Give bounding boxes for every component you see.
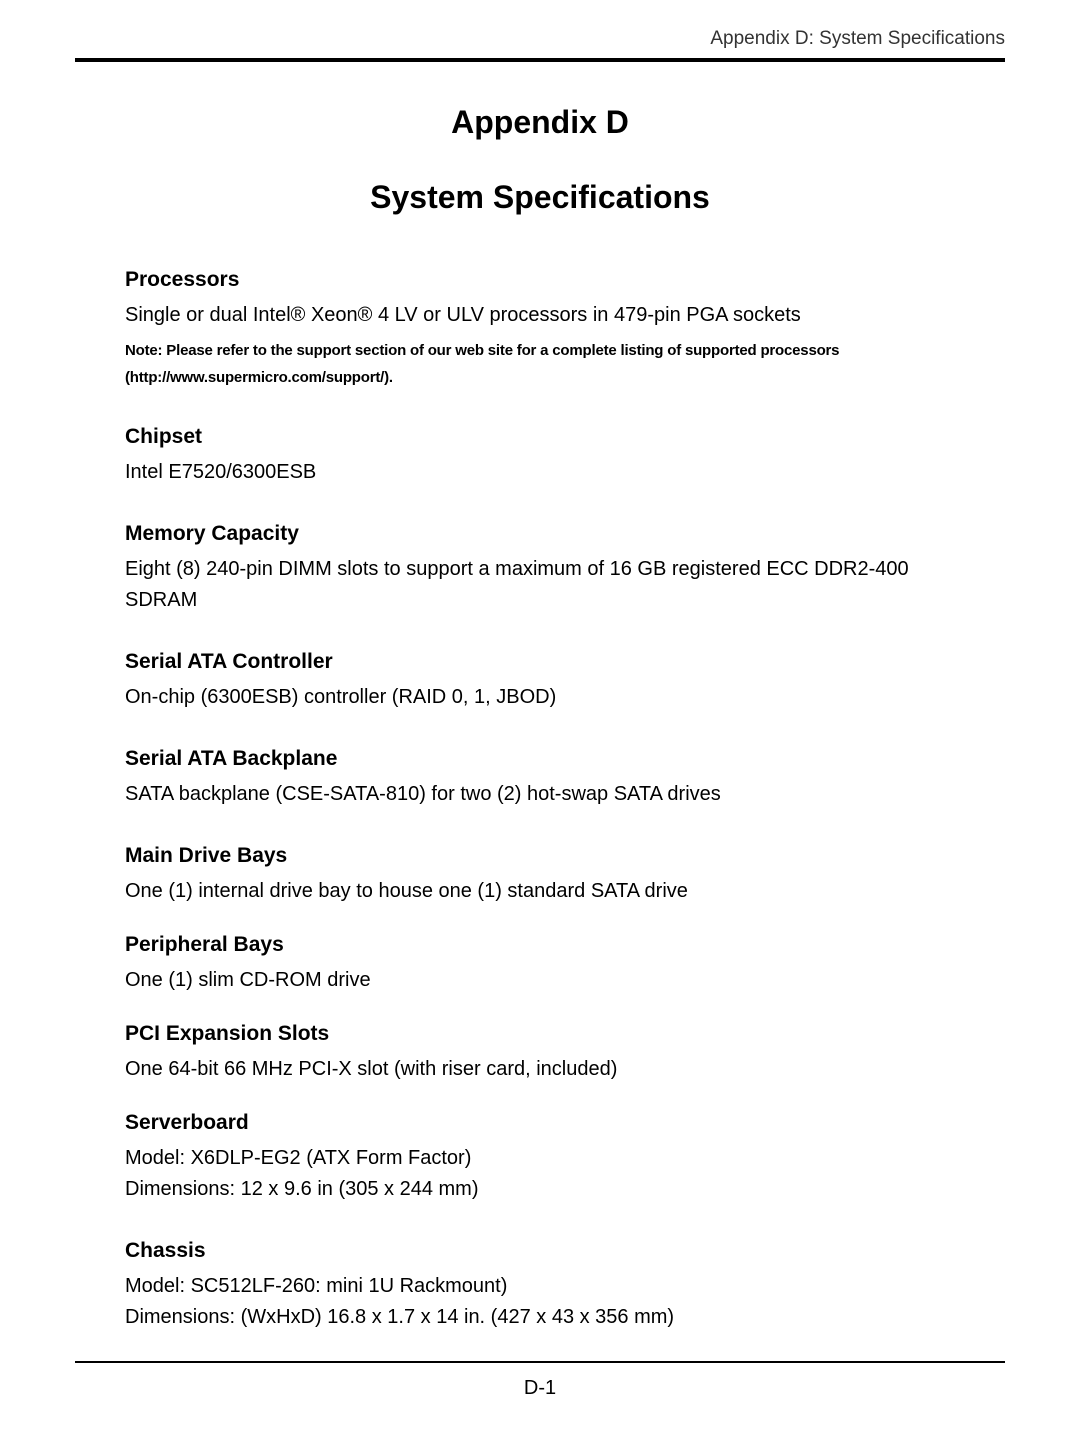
section-heading: Chipset: [125, 425, 955, 449]
section-heading: Serial ATA Controller: [125, 650, 955, 674]
section-heading: Chassis: [125, 1239, 955, 1263]
document-page: Appendix D: System Specifications Append…: [0, 0, 1080, 1440]
section-body-line: Dimensions: (WxHxD) 16.8 x 1.7 x 14 in. …: [125, 1302, 955, 1333]
section-body: On-chip (6300ESB) controller (RAID 0, 1,…: [125, 682, 955, 713]
section-serverboard: Serverboard Model: X6DLP-EG2 (ATX Form F…: [125, 1111, 955, 1205]
section-body: One 64-bit 66 MHz PCI-X slot (with riser…: [125, 1054, 955, 1085]
section-body: One (1) internal drive bay to house one …: [125, 876, 955, 907]
section-heading: Serverboard: [125, 1111, 955, 1135]
section-heading: Serial ATA Backplane: [125, 747, 955, 771]
section-heading: Main Drive Bays: [125, 844, 955, 868]
section-body: One (1) slim CD-ROM drive: [125, 965, 955, 996]
page-title: System Specifications: [75, 179, 1005, 216]
section-heading: Peripheral Bays: [125, 933, 955, 957]
section-heading: Processors: [125, 268, 955, 292]
section-body: Eight (8) 240-pin DIMM slots to support …: [125, 554, 955, 616]
section-note: Note: Please refer to the support sectio…: [125, 337, 955, 391]
section-sata-controller: Serial ATA Controller On-chip (6300ESB) …: [125, 650, 955, 713]
content-area: Processors Single or dual Intel® Xeon® 4…: [75, 268, 1005, 1333]
section-processors: Processors Single or dual Intel® Xeon® 4…: [125, 268, 955, 391]
section-memory: Memory Capacity Eight (8) 240-pin DIMM s…: [125, 522, 955, 616]
section-body: SATA backplane (CSE-SATA-810) for two (2…: [125, 779, 955, 810]
section-body-line: Dimensions: 12 x 9.6 in (305 x 244 mm): [125, 1174, 955, 1205]
section-drive-bays: Main Drive Bays One (1) internal drive b…: [125, 844, 955, 907]
section-body-line: Model: SC512LF-260: mini 1U Rackmount): [125, 1271, 955, 1302]
section-peripheral-bays: Peripheral Bays One (1) slim CD-ROM driv…: [125, 933, 955, 996]
section-pci: PCI Expansion Slots One 64-bit 66 MHz PC…: [125, 1022, 955, 1085]
section-chipset: Chipset Intel E7520/6300ESB: [125, 425, 955, 488]
section-sata-backplane: Serial ATA Backplane SATA backplane (CSE…: [125, 747, 955, 810]
running-header: Appendix D: System Specifications: [75, 28, 1005, 50]
section-body-line: Model: X6DLP-EG2 (ATX Form Factor): [125, 1143, 955, 1174]
section-body: Intel E7520/6300ESB: [125, 457, 955, 488]
section-heading: PCI Expansion Slots: [125, 1022, 955, 1046]
section-heading: Memory Capacity: [125, 522, 955, 546]
section-body: Single or dual Intel® Xeon® 4 LV or ULV …: [125, 300, 955, 331]
appendix-label: Appendix D: [75, 104, 1005, 141]
section-chassis: Chassis Model: SC512LF-260: mini 1U Rack…: [125, 1239, 955, 1333]
bottom-rule: [75, 1361, 1005, 1363]
top-rule: [75, 58, 1005, 62]
